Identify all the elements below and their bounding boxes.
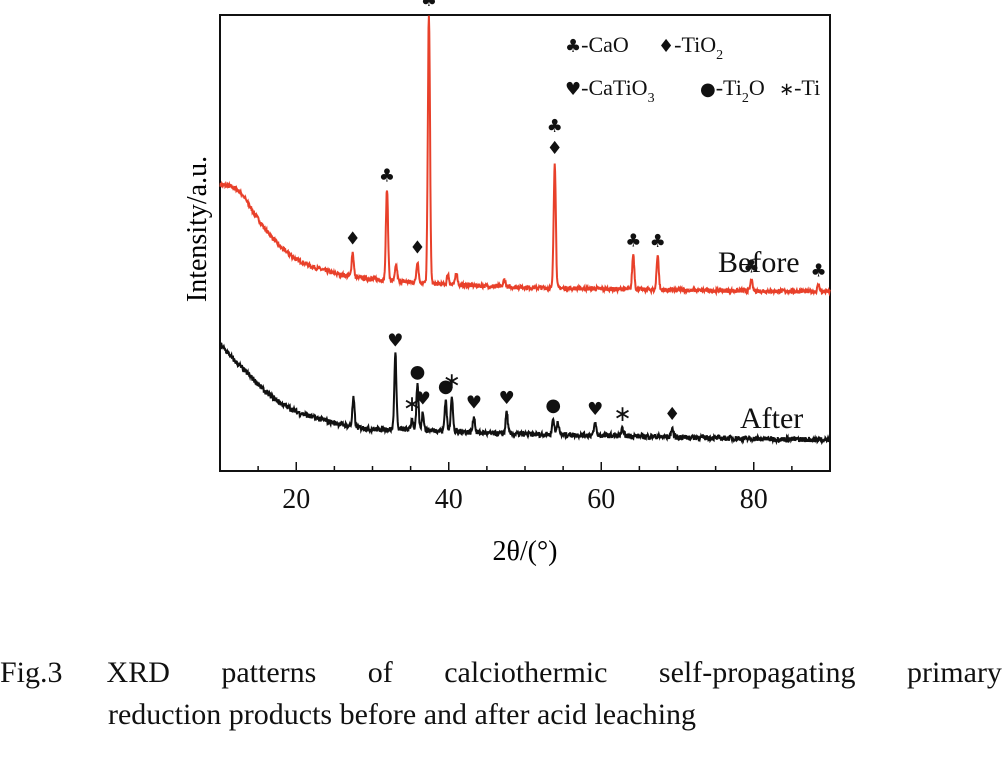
peak-marker: ♦	[409, 237, 425, 258]
caption-line-1: Fig.3 XRD patterns of calciothermic self…	[0, 652, 1002, 694]
x-axis-tick-labels: 20 40 60 80	[282, 484, 768, 515]
peak-marker: ♣	[810, 260, 826, 281]
peak-marker: ∗	[613, 402, 631, 427]
peak-marker: ♣	[625, 230, 641, 251]
caption-word: patterns	[221, 656, 317, 689]
series-line-after	[219, 342, 831, 446]
legend-entry: ♦-TiO2	[658, 32, 723, 63]
figure-caption: Fig.3 XRD patterns of calciothermic self…	[0, 652, 1002, 736]
legend-entry: ∗-Ti	[779, 75, 820, 100]
peak-markers: ♦♣♦♣♣♦♣ ♣♣ ♣♥∗●♥●∗♥ ♥ ● ♥ ∗ ♦	[345, 0, 827, 427]
caption-title-words: XRD patterns of calciothermic self-propa…	[107, 652, 1002, 694]
peak-marker: ♣	[379, 165, 395, 186]
caption-word: primary	[906, 656, 1002, 689]
peak-marker: ♦	[664, 404, 680, 425]
series-line-before	[219, 15, 831, 297]
peak-marker: ♣	[743, 256, 759, 277]
caption-word: of	[367, 656, 393, 689]
peak-marker: ♦	[547, 138, 563, 159]
legend: ♣-CaO ♦-TiO2♥-CaTiO3 ●-Ti2O ∗-Ti	[565, 32, 820, 106]
legend-entry: ♣-CaO	[565, 32, 629, 57]
peak-marker: ●	[410, 362, 426, 383]
y-axis-label: Intensity/a.u.	[182, 156, 213, 302]
pattern-lines	[219, 15, 831, 446]
x-axis-ticks	[219, 462, 831, 471]
x-tick-label: 80	[740, 484, 768, 515]
peak-marker: ♣	[547, 116, 563, 137]
peak-marker: ♥	[466, 393, 482, 414]
x-axis-label: 2θ/(°)	[492, 536, 557, 567]
series-label-after: After	[740, 402, 803, 435]
peak-marker: ∗	[443, 369, 461, 394]
peak-marker: ♥	[387, 330, 403, 351]
caption-label: Fig.3	[0, 656, 63, 689]
peak-marker: ∗	[403, 392, 421, 417]
caption-line-2: reduction products before and after acid…	[108, 698, 697, 731]
x-tick-label: 20	[282, 484, 310, 515]
peak-marker: ♥	[587, 399, 603, 420]
caption-word: self-propagating	[658, 656, 856, 689]
peak-marker: ●	[545, 395, 561, 416]
peak-marker: ♦	[345, 228, 361, 249]
legend-entry: ●-Ti2O	[700, 75, 765, 106]
peak-marker: ♥	[499, 388, 515, 409]
x-tick-label: 40	[435, 484, 463, 515]
caption-word: XRD	[106, 656, 170, 689]
legend-entry: ♥-CaTiO3	[565, 75, 655, 106]
x-tick-label: 60	[587, 484, 615, 515]
caption-word: calciothermic	[444, 656, 608, 689]
peak-marker: ♣	[650, 231, 666, 252]
peak-marker: ♣	[421, 0, 437, 11]
peak-marker: ♥	[415, 388, 431, 409]
series-label-before: Before	[718, 246, 800, 279]
peak-marker: ●	[438, 376, 454, 397]
